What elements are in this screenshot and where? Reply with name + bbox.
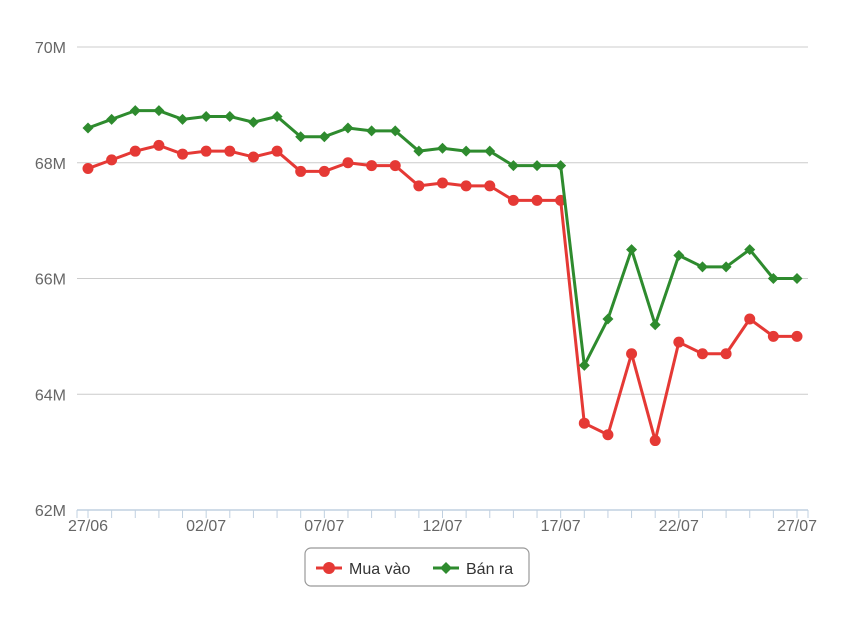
data-point <box>129 105 141 117</box>
data-point <box>413 145 425 157</box>
data-point <box>507 160 519 172</box>
x-tick-label-2: 07/07 <box>304 518 344 535</box>
data-point <box>744 313 756 325</box>
series-plot <box>82 105 803 447</box>
legend-marker-mua-vao <box>323 562 335 574</box>
data-point <box>484 180 496 192</box>
legend[interactable]: Mua vào Bán ra <box>304 547 530 587</box>
data-point <box>791 330 803 342</box>
data-point <box>531 194 543 206</box>
data-point <box>129 145 141 157</box>
data-point <box>389 160 401 172</box>
x-tick-label-4: 17/07 <box>541 518 581 535</box>
y-tick-label-66: 66M <box>35 272 66 289</box>
x-tick-label-0: 27/06 <box>68 518 108 535</box>
data-point <box>200 110 212 122</box>
data-point <box>295 131 307 143</box>
data-point <box>437 177 448 189</box>
data-point <box>649 435 661 447</box>
data-point <box>507 194 519 206</box>
data-point <box>555 160 567 172</box>
data-point <box>602 429 614 441</box>
data-point <box>578 417 590 429</box>
data-point <box>767 330 779 342</box>
data-point <box>673 336 685 348</box>
x-tick-label-3: 12/07 <box>422 518 462 535</box>
data-point <box>649 319 661 331</box>
legend-box <box>304 547 530 587</box>
data-point <box>82 163 94 175</box>
data-point <box>578 359 590 371</box>
data-point <box>366 125 378 137</box>
y-axis-labels: 62M 64M 66M 68M 70M <box>35 40 66 520</box>
data-point <box>224 110 236 122</box>
data-point <box>460 180 472 192</box>
data-point <box>460 145 472 157</box>
legend-item-mua-vao[interactable]: Mua vào <box>316 561 410 578</box>
data-point <box>153 139 165 151</box>
data-point <box>106 113 118 125</box>
data-point <box>626 244 638 256</box>
data-point <box>767 273 779 284</box>
data-point <box>720 348 732 360</box>
data-point <box>106 154 118 166</box>
data-point <box>271 110 283 122</box>
x-axis-labels: 27/06 02/07 07/07 12/07 17/07 22/07 27/07 <box>68 518 817 535</box>
y-tick-label-70: 70M <box>35 40 66 57</box>
data-point <box>696 348 708 360</box>
data-point <box>484 145 496 157</box>
y-tick-label-68: 68M <box>35 156 66 173</box>
data-point <box>153 105 165 117</box>
legend-item-ban-ra[interactable]: Bán ra <box>433 561 513 578</box>
data-point <box>342 122 354 134</box>
data-point <box>602 313 614 325</box>
data-point <box>626 348 638 360</box>
data-point <box>531 160 543 172</box>
series-mua-vao <box>82 139 803 447</box>
legend-label-ban-ra: Bán ra <box>466 561 513 578</box>
data-point <box>177 113 189 125</box>
data-point <box>366 160 378 172</box>
data-point <box>720 261 732 273</box>
data-point <box>224 145 236 157</box>
data-point <box>247 116 259 128</box>
x-tick-label-6: 27/07 <box>777 518 817 535</box>
y-tick-label-64: 64M <box>35 387 66 404</box>
data-point <box>673 249 685 261</box>
grid-lines <box>77 46 808 395</box>
data-point <box>82 122 94 134</box>
legend-label-mua-vao: Mua vào <box>349 561 410 578</box>
data-point <box>318 165 330 177</box>
series-ban-ra <box>82 105 803 371</box>
data-point <box>247 151 259 163</box>
data-point <box>295 165 307 177</box>
data-point <box>389 125 401 137</box>
legend-marker-ban-ra <box>440 562 452 574</box>
data-point <box>413 180 425 192</box>
data-point <box>342 157 354 169</box>
data-point <box>200 145 212 157</box>
x-axis <box>76 509 809 518</box>
x-tick-label-1: 02/07 <box>186 518 226 535</box>
y-tick-label-62: 62M <box>35 503 66 520</box>
data-point <box>271 145 283 157</box>
data-point <box>696 261 708 273</box>
x-tick-label-5: 22/07 <box>659 518 699 535</box>
data-point <box>318 131 330 143</box>
data-point <box>744 244 756 256</box>
series-line-mua-vao <box>87 143 797 443</box>
data-point <box>791 273 803 284</box>
data-point <box>177 148 189 160</box>
data-point <box>437 142 448 154</box>
